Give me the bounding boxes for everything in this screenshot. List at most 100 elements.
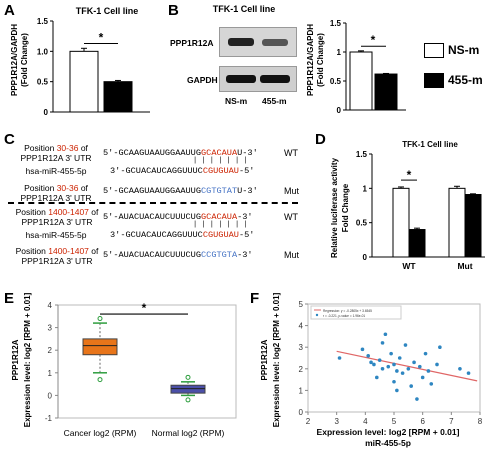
plot-frame (57, 304, 237, 419)
outlier-point (97, 316, 103, 322)
x-tick-label: 8 (478, 417, 483, 426)
chart-d-title: TFK-1 Cell line (402, 140, 458, 149)
blot-row-gapdh: GAPDH (187, 75, 218, 85)
scatter-point (377, 358, 382, 362)
chart-f-xlabel: Expression level: log2 [RPM + 0.01] (317, 427, 460, 437)
c-mir-2: 3'-GCUACAUCAGGUUUCCGUGUAU-5' (110, 230, 255, 240)
chart-d-ylabel-1: Relative luciferase activity (330, 157, 339, 258)
blot-lane-455m: 455-m (262, 96, 287, 106)
y-tick-label: 1 (337, 48, 342, 57)
blot-band-nsm-ppp1r12a (228, 38, 254, 46)
chart-f-ylabel-2: Expression level: log2 [RPM + 0.01] (272, 292, 281, 427)
y-tick-label: 1.5 (356, 150, 368, 159)
scatter-point (369, 360, 373, 365)
scatter-point (395, 369, 399, 373)
panel-label-c: C (4, 131, 15, 148)
scatter-point (418, 364, 422, 369)
legend-label-455m: 455-m (448, 73, 483, 87)
bar-wt-ns-m (392, 187, 410, 258)
chart-e: PPP1R12A Expression level: log2 [RPM + 0… (11, 292, 237, 438)
scatter-point (397, 356, 402, 360)
c-wt2-position: Position 1400-1407 of PPP1R12A 3' UTR (15, 207, 99, 227)
chart-a-title: TFK-1 Cell line (76, 6, 139, 16)
chart-d: TFK-1 Cell line Relative luciferase acti… (330, 140, 485, 271)
bar-455-m (374, 73, 398, 111)
scatter-point (403, 343, 408, 347)
box-normal (170, 384, 206, 394)
scatter-point (380, 341, 385, 345)
c-wt-label-1: WT (284, 148, 298, 158)
y-tick-label: 0 (48, 391, 53, 400)
significance-star: * (407, 168, 412, 182)
x-tick-label: 4 (363, 417, 368, 426)
blot-lane-nsm: NS-m (225, 96, 248, 106)
y-tick-label: 1.5 (330, 19, 342, 28)
y-tick-label: 2 (48, 346, 53, 355)
chart-a-ylabel-2: (Fold Change) (20, 33, 29, 87)
y-tick-label: 2 (299, 365, 304, 374)
chart-b: PPP1R12A/GAPDH (Fold Change) 0 0.5 1 1.5 * (306, 19, 406, 115)
scatter-point (389, 351, 393, 356)
scatter-point (380, 367, 385, 371)
c-wt-label-2: WT (284, 212, 298, 222)
panel-label-a: A (4, 2, 15, 19)
legend-label-nsm: NS-m (448, 43, 480, 57)
x-tick-label: Normal log2 (RPM) (152, 428, 225, 438)
outlier-point (185, 397, 191, 403)
y-tick-label: 4 (299, 322, 304, 331)
chart-a-ylabel-1: PPP1R12A/GAPDH (10, 24, 19, 96)
x-tick-label: WT (402, 261, 416, 271)
box-cancer (82, 338, 118, 356)
blot-row-ppp1r12a: PPP1R12A (170, 38, 214, 48)
y-tick-label: 1.0 (37, 47, 49, 56)
blot-band-455m-gapdh (260, 75, 290, 83)
c-mut-label-1: Mut (284, 186, 300, 196)
bar-mut-ns-m (448, 187, 466, 258)
c-divider (8, 202, 298, 204)
blot-ppp1r12a-panel (219, 27, 297, 57)
y-tick-label: 1 (48, 369, 53, 378)
scatter-point (392, 379, 396, 384)
y-tick-label: 0 (337, 106, 342, 115)
panel-label-e: E (4, 290, 15, 307)
bar-mut-455-m (464, 194, 482, 258)
blot-band-nsm-gapdh (226, 75, 256, 83)
c-mirna1-label: hsa-miR-455-5p (25, 166, 87, 176)
legend-regression: Regression: y = -0.2805x + 3.6545 (323, 309, 372, 313)
significance-star: * (142, 301, 147, 315)
c-seq-wt1: 5'-GCAAGUAAUGGAAUUGGCACAUAU-3' (103, 148, 258, 158)
x-tick-label: 3 (334, 417, 339, 426)
scatter-point (406, 367, 411, 371)
panel-label-b: B (168, 2, 179, 19)
bar-ns-m (349, 51, 373, 111)
y-tick-label: 0.5 (330, 77, 342, 86)
chart-f-xlabel-2: miR-455-5p (365, 438, 411, 448)
y-tick-label: 5 (299, 300, 304, 309)
c-seq-mut1: 5'-GCAAGUAAUGGAAUUGCGTGTATU-3' (103, 186, 258, 196)
scatter-point (429, 382, 434, 386)
significance-star: * (371, 33, 376, 47)
legend-box (310, 305, 402, 320)
bar-ns-m (69, 50, 99, 113)
c-seq-wt2: 5'-AUACUACAUCUUUCUGGCACAUA-3' (103, 212, 253, 222)
y-tick-label: 0.5 (356, 219, 368, 228)
blot-gapdh-panel (219, 66, 297, 92)
c-pairs-2: | | | | | | | (193, 221, 248, 229)
scatter-point (466, 371, 471, 375)
outlier-point (97, 377, 103, 383)
y-tick-label: 3 (299, 343, 304, 352)
x-tick-label: 6 (420, 417, 425, 426)
x-tick-label: 5 (392, 417, 397, 426)
scatter-point (458, 367, 462, 371)
outlier-point (185, 374, 191, 380)
scatter-point (412, 360, 416, 365)
c-mut-label-2: Mut (284, 250, 300, 260)
chart-e-ylabel-2: Expression level: log2 [RPM + 0.01] (23, 292, 32, 427)
scatter-point (386, 364, 391, 369)
y-tick-label: 4 (48, 301, 53, 310)
y-tick-label: 0.5 (37, 78, 49, 87)
c-pairs-1: | | | | | | | (193, 157, 248, 165)
bar-455-m (103, 81, 133, 113)
y-tick-label: 1.5 (37, 17, 49, 26)
chart-a: TFK-1 Cell line PPP1R12A/GAPDH (Fold Cha… (10, 6, 150, 117)
